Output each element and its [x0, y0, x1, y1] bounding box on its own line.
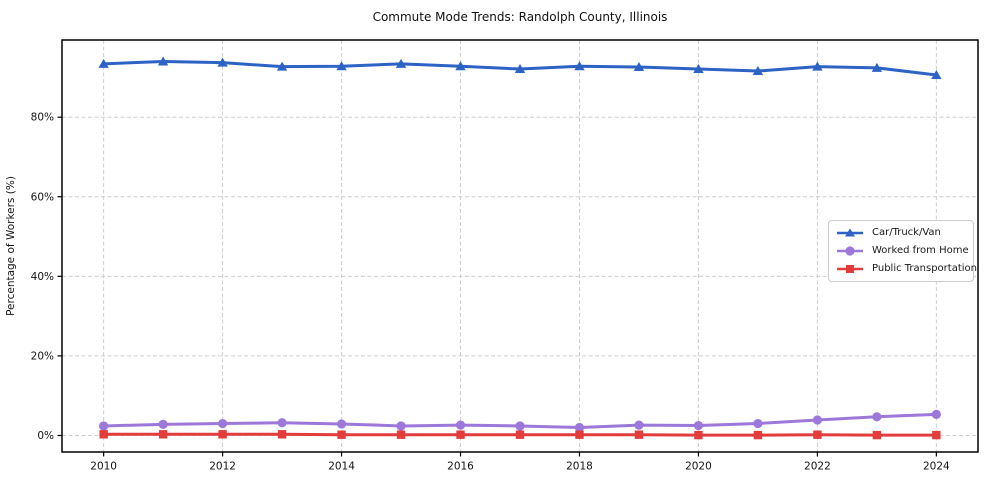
triangle-marker-icon — [693, 64, 704, 74]
legend-marker-public-transportation — [837, 265, 863, 273]
y-tick-label: 60% — [31, 191, 54, 203]
circle-marker-icon — [515, 421, 525, 431]
square-marker-icon — [846, 265, 854, 273]
square-marker-icon — [813, 430, 822, 439]
square-marker-icon — [515, 430, 525, 439]
series-worked-from-home — [99, 409, 941, 433]
chart-title: Commute Mode Trends: Randolph County, Il… — [372, 10, 668, 24]
triangle-marker-icon — [633, 62, 645, 72]
series-public-transportation — [99, 430, 941, 440]
circle-marker-icon — [277, 418, 287, 428]
square-marker-icon — [634, 430, 644, 439]
circle-marker-icon — [217, 418, 228, 429]
y-tick-label: 20% — [31, 350, 54, 362]
circle-marker-icon — [99, 421, 109, 431]
triangle-marker-icon — [871, 62, 883, 72]
legend: Car/Truck/Van Worked from Home Public Tr… — [828, 220, 977, 282]
triangle-marker-icon — [395, 58, 407, 68]
square-marker-icon — [277, 430, 287, 439]
circle-marker-icon — [845, 246, 855, 256]
square-marker-icon — [694, 430, 703, 440]
triangle-marker-icon — [752, 66, 764, 76]
circle-marker-icon — [693, 420, 704, 431]
y-tick-label: 0% — [37, 430, 54, 442]
legend-item-worked-from-home: Worked from Home — [836, 243, 969, 259]
square-marker-icon — [575, 430, 584, 439]
y-axis-label: Percentage of Workers (%) — [5, 176, 17, 316]
legend-item-public-transportation: Public Transportation — [836, 261, 977, 277]
square-marker-icon — [932, 430, 941, 440]
circle-marker-icon — [812, 415, 823, 425]
x-tick-label: 2016 — [447, 461, 474, 473]
circle-marker-icon — [158, 419, 168, 429]
axis-tick-labels: 2010 2012 2014 2016 2018 2020 2022 2024 0% 20% 40%… — [31, 112, 950, 473]
square-marker-icon — [456, 430, 465, 439]
triangle-marker-icon — [98, 58, 109, 68]
triangle-marker-icon — [845, 228, 855, 237]
plot-border — [61, 39, 979, 453]
triangle-marker-icon — [931, 70, 942, 80]
legend-marker-worked-from-home — [837, 246, 863, 256]
axis-ticks — [57, 116, 937, 457]
triangle-marker-icon — [574, 61, 585, 71]
circle-marker-icon — [455, 420, 466, 430]
circle-marker-icon — [336, 419, 347, 429]
legend-label: Worked from Home — [872, 245, 969, 256]
x-tick-label: 2020 — [685, 461, 712, 473]
y-tick-label: 80% — [31, 112, 54, 124]
circle-marker-icon — [396, 421, 406, 431]
x-tick-label: 2012 — [209, 461, 236, 473]
triangle-marker-icon — [455, 61, 466, 71]
triangle-marker-icon — [276, 61, 288, 71]
legend-item-car-truck-van: Car/Truck/Van — [836, 225, 966, 241]
circle-marker-icon — [634, 420, 644, 430]
x-tick-label: 2024 — [923, 461, 950, 473]
square-marker-icon — [396, 430, 406, 439]
square-marker-icon — [872, 430, 882, 440]
triangle-marker-icon — [217, 57, 228, 67]
x-tick-label: 2010 — [90, 461, 117, 473]
legend-label: Car/Truck/Van — [872, 227, 941, 238]
legend-marker-car-truck-van — [837, 228, 863, 237]
square-marker-icon — [753, 430, 763, 440]
triangle-marker-icon — [812, 61, 823, 71]
triangle-marker-icon — [514, 64, 526, 74]
square-marker-icon — [337, 430, 346, 439]
series-car-truck-van — [98, 56, 942, 80]
legend-label: Public Transportation — [872, 263, 977, 274]
square-marker-icon — [158, 430, 168, 439]
triangle-marker-icon — [157, 56, 169, 66]
x-tick-label: 2018 — [566, 461, 593, 473]
y-tick-label: 40% — [31, 271, 54, 283]
x-tick-label: 2014 — [328, 461, 355, 473]
x-tick-label: 2022 — [804, 461, 831, 473]
square-marker-icon — [99, 430, 108, 439]
circle-marker-icon — [931, 409, 941, 420]
circle-marker-icon — [574, 422, 585, 433]
square-marker-icon — [218, 430, 227, 439]
circle-marker-icon — [872, 412, 882, 422]
circle-marker-icon — [753, 418, 763, 429]
triangle-marker-icon — [336, 61, 347, 71]
